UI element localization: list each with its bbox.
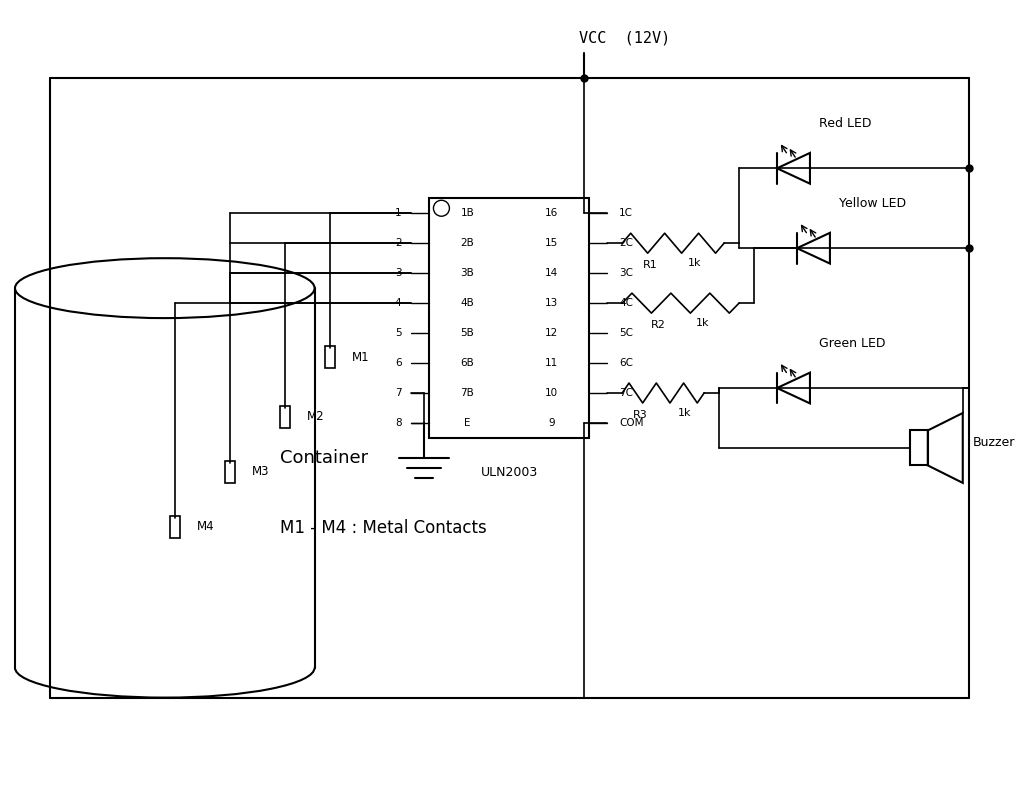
Text: M1: M1 xyxy=(351,350,370,364)
Text: 15: 15 xyxy=(545,238,558,248)
Text: R2: R2 xyxy=(650,320,666,330)
Text: M3: M3 xyxy=(252,465,269,479)
Text: 6B: 6B xyxy=(461,358,474,368)
Text: Yellow LED: Yellow LED xyxy=(839,197,906,210)
Text: M1 - M4 : Metal Contacts: M1 - M4 : Metal Contacts xyxy=(280,519,486,537)
Text: 2C: 2C xyxy=(620,238,633,248)
Text: 11: 11 xyxy=(545,358,558,368)
Text: 1C: 1C xyxy=(620,208,633,218)
Text: 9: 9 xyxy=(548,418,555,428)
Text: 4B: 4B xyxy=(461,298,474,308)
Text: Container: Container xyxy=(280,449,368,467)
Text: 10: 10 xyxy=(545,388,558,398)
Text: 14: 14 xyxy=(545,268,558,279)
Text: M2: M2 xyxy=(306,410,325,424)
Bar xyxy=(280,406,290,428)
Text: Red LED: Red LED xyxy=(819,117,871,130)
Text: 4C: 4C xyxy=(620,298,633,308)
Text: 2B: 2B xyxy=(461,238,474,248)
Text: 3: 3 xyxy=(395,268,401,279)
Text: 7C: 7C xyxy=(620,388,633,398)
Bar xyxy=(325,346,335,368)
Text: 6: 6 xyxy=(395,358,401,368)
Text: COM: COM xyxy=(620,418,644,428)
Text: 7B: 7B xyxy=(461,388,474,398)
Text: M4: M4 xyxy=(197,520,214,533)
Bar xyxy=(224,461,234,483)
Text: 5B: 5B xyxy=(461,328,474,338)
Text: 1k: 1k xyxy=(678,408,691,418)
Text: Green LED: Green LED xyxy=(819,337,886,350)
Text: E: E xyxy=(464,418,471,428)
Text: Buzzer: Buzzer xyxy=(973,437,1015,449)
Bar xyxy=(170,516,180,538)
Text: 16: 16 xyxy=(545,208,558,218)
Text: 5: 5 xyxy=(395,328,401,338)
Text: 3C: 3C xyxy=(620,268,633,279)
Text: 1: 1 xyxy=(395,208,401,218)
Text: R3: R3 xyxy=(633,410,648,420)
Text: 1k: 1k xyxy=(695,318,709,328)
Text: 6C: 6C xyxy=(620,358,633,368)
Bar xyxy=(910,430,928,465)
Text: 1B: 1B xyxy=(461,208,474,218)
Text: VCC  (12V): VCC (12V) xyxy=(580,31,671,46)
Text: 3B: 3B xyxy=(461,268,474,279)
Text: 13: 13 xyxy=(545,298,558,308)
Text: R1: R1 xyxy=(643,260,658,271)
Text: ULN2003: ULN2003 xyxy=(480,466,538,480)
Bar xyxy=(429,198,589,438)
Text: 4: 4 xyxy=(395,298,401,308)
Text: 5C: 5C xyxy=(620,328,633,338)
Text: 1k: 1k xyxy=(688,259,701,268)
Text: 2: 2 xyxy=(395,238,401,248)
Text: 12: 12 xyxy=(545,328,558,338)
Text: 8: 8 xyxy=(395,418,401,428)
Text: 7: 7 xyxy=(395,388,401,398)
